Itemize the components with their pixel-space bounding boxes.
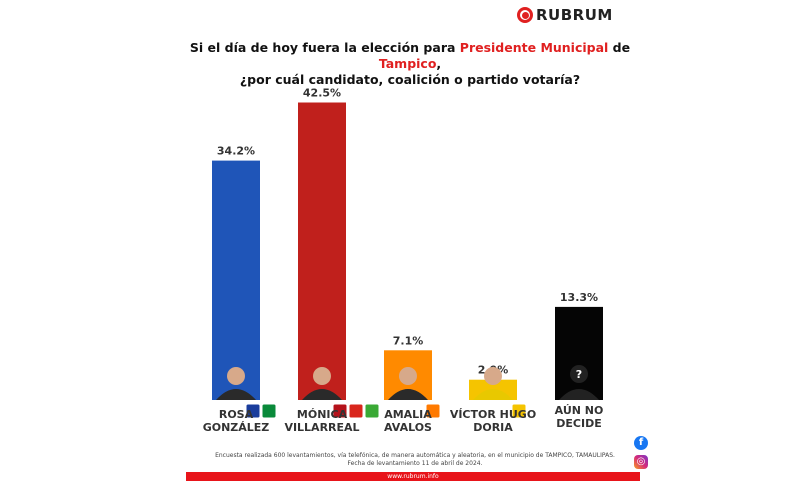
bar (298, 102, 346, 400)
candidate-photo-body (302, 389, 342, 400)
title-line2: ¿por cuál candidato, coalición o partido… (239, 72, 581, 87)
instagram-icon[interactable]: ◎ (634, 455, 648, 469)
candidate-name-line: AVALOS (384, 421, 432, 434)
pvem-logo-icon (364, 403, 380, 419)
candidate-photo-head (484, 367, 502, 385)
data-label: 7.1% (393, 334, 424, 347)
candidate-name-line: AÚN NO (554, 404, 604, 417)
pri-logo-icon (261, 403, 277, 419)
candidate-photo-body (388, 389, 428, 400)
question-mark-icon: ? (576, 368, 582, 381)
candidate-name-line: VÍCTOR HUGO (449, 408, 537, 421)
title-text: de (608, 40, 631, 55)
candidate-name: AMALIA AVALOS (363, 408, 453, 434)
candidate-photo-body (216, 389, 256, 400)
title-text: Si el día de hoy fuera la elección para (189, 40, 460, 55)
facebook-icon[interactable]: f (634, 436, 648, 450)
candidate-name-line: VILLARREAL (284, 421, 360, 434)
candidate-photo-head (313, 367, 331, 385)
logo-target-icon (517, 7, 533, 23)
candidate-name: VÍCTOR HUGO DORIA (448, 408, 538, 434)
data-label: 13.3% (560, 291, 598, 304)
silhouette-head-icon (570, 365, 588, 383)
chart-title: Si el día de hoy fuera la elección para … (180, 40, 640, 88)
candidate-name: ROSA GONZÁLEZ (191, 408, 281, 434)
methodology-note: Encuesta realizada 600 levantamientos, v… (190, 452, 640, 468)
data-label: 42.5% (303, 87, 341, 100)
footer-url[interactable]: www.rubrum.info (387, 473, 439, 480)
candidate-name: MÓNICA VILLARREAL (277, 408, 367, 434)
prd-logo-icon (511, 403, 527, 419)
candidate-name-line: DECIDE (556, 417, 602, 430)
candidate-name-line: MÓNICA (296, 408, 348, 421)
candidate-photo-head (399, 367, 417, 385)
candidate-name-line: GONZÁLEZ (202, 421, 270, 434)
candidate-name-line: AMALIA (384, 408, 432, 421)
rubrum-logo: RUBRUM (517, 6, 613, 24)
candidate-name-line: DORIA (473, 421, 513, 434)
candidate-photo-head (227, 367, 245, 385)
bar (555, 306, 603, 400)
pan-logo-icon (245, 403, 261, 419)
candidate-name: AÚN NO DECIDE (534, 404, 624, 430)
note-line2: Fecha de levantamiento 11 de abril de 20… (347, 460, 483, 467)
title-highlight-city: Tampico (378, 56, 437, 71)
candidate-photo-body (473, 389, 513, 400)
morena-logo-icon (332, 403, 348, 419)
footer-bar: www.rubrum.info (186, 472, 640, 481)
mc-logo-icon (425, 403, 441, 419)
logo-text: RUBRUM (536, 6, 613, 24)
silhouette-body-icon (559, 389, 599, 400)
data-label: 34.2% (217, 145, 255, 158)
pt-logo-icon (348, 403, 364, 419)
bar (212, 160, 260, 400)
title-text: , (436, 56, 442, 71)
note-line1: Encuesta realizada 600 levantamientos, v… (215, 452, 615, 459)
candidate-name-line: ROSA (218, 408, 254, 421)
title-highlight-office: Presidente Municipal (459, 40, 609, 55)
